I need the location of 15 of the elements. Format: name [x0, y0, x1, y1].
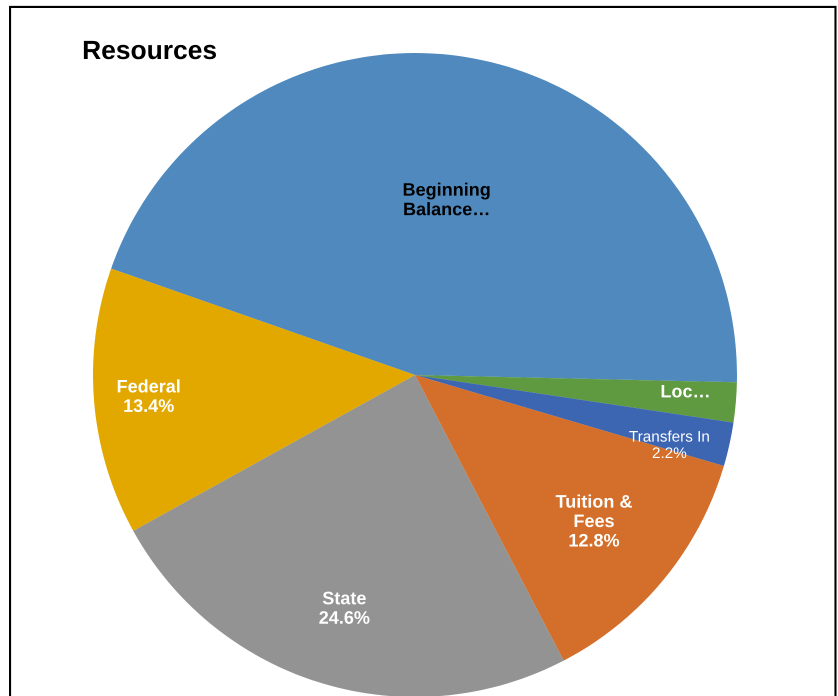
slice-label: Beginning Balance…: [404, 182, 490, 216]
data-label: 2.2%: [652, 447, 686, 458]
slice-label: Tuition & Fees: [556, 494, 632, 528]
data-label: 24.6%: [319, 611, 370, 624]
pie-slice: [93, 268, 415, 531]
data-label: 13.4%: [124, 399, 174, 412]
slice-label: Federal: [118, 379, 180, 393]
slice-label: State: [322, 592, 366, 604]
data-label: 12.8%: [570, 534, 620, 547]
slice-label: Transfers In: [629, 430, 709, 442]
pie-slice: [415, 375, 737, 423]
slice-label: Loc…: [662, 384, 709, 398]
pie-slice: [415, 375, 734, 466]
chart-title: Resources: [84, 40, 216, 60]
pie-slice: [415, 375, 724, 661]
